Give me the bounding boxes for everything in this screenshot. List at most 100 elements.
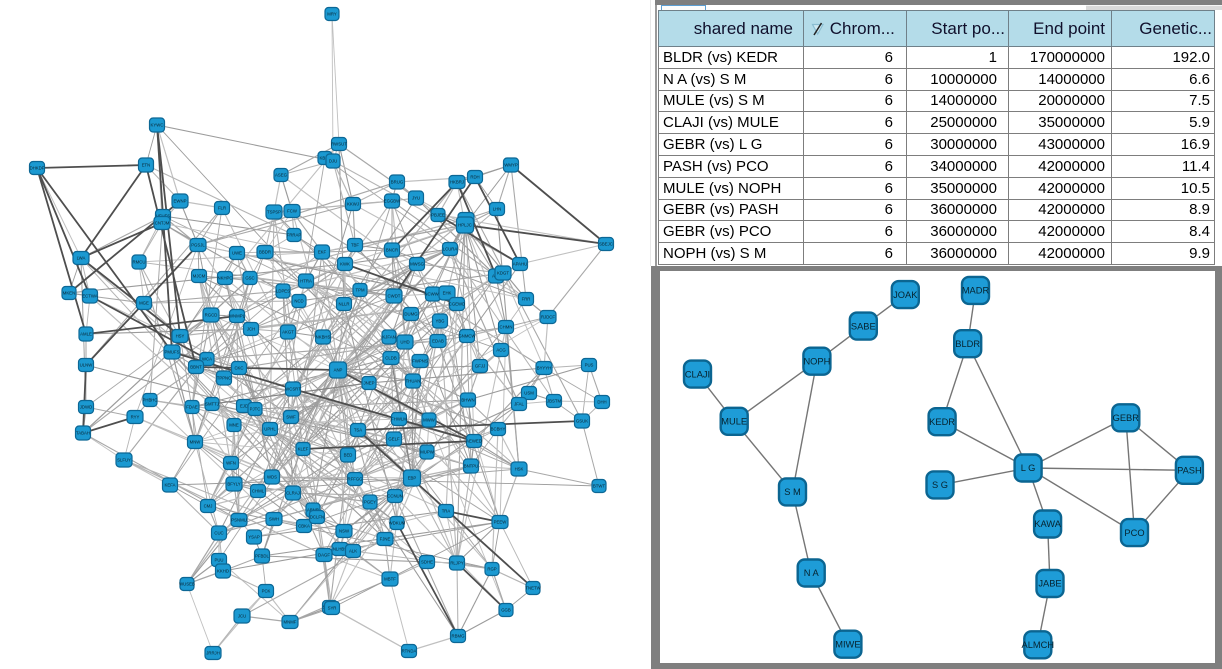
svg-text:CLAJI: CLAJI xyxy=(685,369,710,379)
svg-text:WCSRT: WCSRT xyxy=(285,387,301,392)
svg-text:JCH: JCH xyxy=(247,327,255,332)
svg-text:MUPW: MUPW xyxy=(420,450,435,455)
svg-text:KDGT: KDGT xyxy=(497,271,509,276)
svg-text:CMJ: CMJ xyxy=(204,504,213,509)
svg-text:EWNP: EWNP xyxy=(174,199,187,204)
svg-text:BED: BED xyxy=(344,453,353,458)
svg-text:RBMG: RBMG xyxy=(452,634,466,639)
svg-text:UHD: UHD xyxy=(400,340,409,345)
svg-text:BBDR: BBDR xyxy=(259,250,271,255)
svg-text:L G: L G xyxy=(1021,463,1036,473)
svg-text:KJFAN: KJFAN xyxy=(382,335,395,340)
svg-text:USM: USM xyxy=(524,391,534,396)
svg-text:MWW: MWW xyxy=(423,418,436,423)
svg-text:TNETW: TNETW xyxy=(525,586,541,591)
svg-text:PEEW: PEEW xyxy=(494,520,508,525)
svg-text:SMTTJ: SMTTJ xyxy=(205,402,219,407)
svg-text:MNMF: MNMF xyxy=(284,620,297,625)
svg-text:AKGT: AKGT xyxy=(282,330,294,335)
svg-text:S G: S G xyxy=(932,480,948,490)
svg-text:WDKUM: WDKUM xyxy=(389,521,406,526)
svg-text:LCURA: LCURA xyxy=(443,247,458,252)
svg-text:GEBR: GEBR xyxy=(1113,413,1140,423)
svg-text:PASH: PASH xyxy=(1177,466,1202,476)
svg-text:GELF: GELF xyxy=(388,437,400,442)
svg-text:TRA: TRA xyxy=(442,509,451,514)
svg-text:SWF: SWF xyxy=(286,415,296,420)
svg-text:HSK: HSK xyxy=(515,467,524,472)
svg-text:PSNMU: PSNMU xyxy=(231,518,247,523)
svg-text:RYY: RYY xyxy=(131,415,140,420)
svg-text:CUC: CUC xyxy=(214,531,223,536)
svg-text:JCU: JCU xyxy=(238,614,246,619)
svg-text:WUSEB: WUSEB xyxy=(179,582,195,587)
svg-text:AMLE: AMLE xyxy=(80,332,92,337)
svg-text:EGGBW: EGGBW xyxy=(384,199,401,204)
svg-text:PJTC: PJTC xyxy=(250,407,261,412)
svg-text:ECTWA: ECTWA xyxy=(82,294,97,299)
svg-text:JRRJH: JRRJH xyxy=(206,651,220,656)
svg-text:TSA: TSA xyxy=(354,428,362,433)
svg-text:WFN: WFN xyxy=(226,461,236,466)
svg-text:APAHU: APAHU xyxy=(513,262,528,267)
svg-text:CHMN: CHMN xyxy=(500,325,513,330)
svg-text:MNW: MNW xyxy=(190,440,202,445)
svg-text:PBJEE: PBJEE xyxy=(431,213,445,218)
svg-text:SLFUY: SLFUY xyxy=(117,458,131,463)
svg-text:RGP: RGP xyxy=(487,567,496,572)
svg-text:RLJPY: RLJPY xyxy=(450,561,464,566)
svg-text:ASEG: ASEG xyxy=(275,173,288,178)
svg-text:RTNDA: RTNDA xyxy=(402,649,417,654)
svg-text:MJCM: MJCM xyxy=(193,274,206,279)
svg-text:ACG: ACG xyxy=(496,348,506,353)
svg-text:SYR: SYR xyxy=(328,606,337,611)
svg-text:RFFGG: RFFGG xyxy=(347,477,363,482)
svg-text:WNMPL: WNMPL xyxy=(229,314,246,319)
svg-text:EKF: EKF xyxy=(318,250,327,255)
svg-text:KBJH: KBJH xyxy=(320,156,331,161)
svg-text:MKEN: MKEN xyxy=(63,291,75,296)
svg-text:MRY: MRY xyxy=(327,12,337,17)
svg-text:KLEF: KLEF xyxy=(298,447,309,452)
svg-text:FWPNS: FWPNS xyxy=(412,359,428,364)
svg-text:HPLJC: HPLJC xyxy=(458,223,472,228)
svg-text:FCW: FCW xyxy=(287,209,298,214)
svg-text:KKHD: KKHD xyxy=(217,569,229,574)
svg-text:ANP: ANP xyxy=(334,368,343,373)
svg-text:BCBHY: BCBHY xyxy=(491,427,506,432)
svg-text:DJU: DJU xyxy=(329,159,337,164)
svg-text:BNTPU: BNTPU xyxy=(464,464,479,469)
svg-text:NKHPC: NKHPC xyxy=(217,276,232,281)
svg-text:ALK: ALK xyxy=(349,549,357,554)
svg-text:CNTJM: CNTJM xyxy=(155,221,170,226)
svg-text:CLRAJ: CLRAJ xyxy=(286,491,300,496)
svg-text:MNE: MNE xyxy=(229,423,239,428)
svg-text:PUU: PUU xyxy=(214,558,223,563)
svg-text:SBEJC: SBEJC xyxy=(599,242,613,247)
svg-text:NCWWB: NCWWB xyxy=(424,292,441,297)
svg-text:MULE: MULE xyxy=(721,417,747,427)
svg-text:HKBRJ: HKBRJ xyxy=(450,180,464,185)
svg-text:THUAN: THUAN xyxy=(406,379,421,384)
svg-text:BNCR: BNCR xyxy=(386,248,398,253)
svg-text:NLHBS: NLHBS xyxy=(333,547,347,552)
svg-text:PMUFS: PMUFS xyxy=(164,350,179,355)
svg-text:CBKA: CBKA xyxy=(298,524,310,529)
svg-text:KKWJ: KKWJ xyxy=(347,202,359,207)
svg-text:CLDB: CLDB xyxy=(385,356,397,361)
svg-text:LHN: LHN xyxy=(493,207,502,212)
svg-text:WDS: WDS xyxy=(267,475,277,480)
svg-text:PHBHC: PHBHC xyxy=(142,398,157,403)
svg-text:GNMCW: GNMCW xyxy=(458,334,476,339)
svg-text:UWE: UWE xyxy=(232,251,242,256)
svg-text:MBTF: MBTF xyxy=(384,577,396,582)
svg-text:CCNUN: CCNUN xyxy=(387,494,403,499)
svg-text:MWSG: MWSG xyxy=(410,262,425,267)
svg-text:MIWE: MIWE xyxy=(835,639,860,649)
svg-text:PCK: PCK xyxy=(262,589,271,594)
svg-text:EBP: EBP xyxy=(408,476,417,481)
svg-text:DUMG: DUMG xyxy=(404,312,418,317)
svg-text:FDAE: FDAE xyxy=(186,405,198,410)
svg-text:S M: S M xyxy=(784,487,801,497)
svg-text:KAWA: KAWA xyxy=(1034,519,1061,529)
